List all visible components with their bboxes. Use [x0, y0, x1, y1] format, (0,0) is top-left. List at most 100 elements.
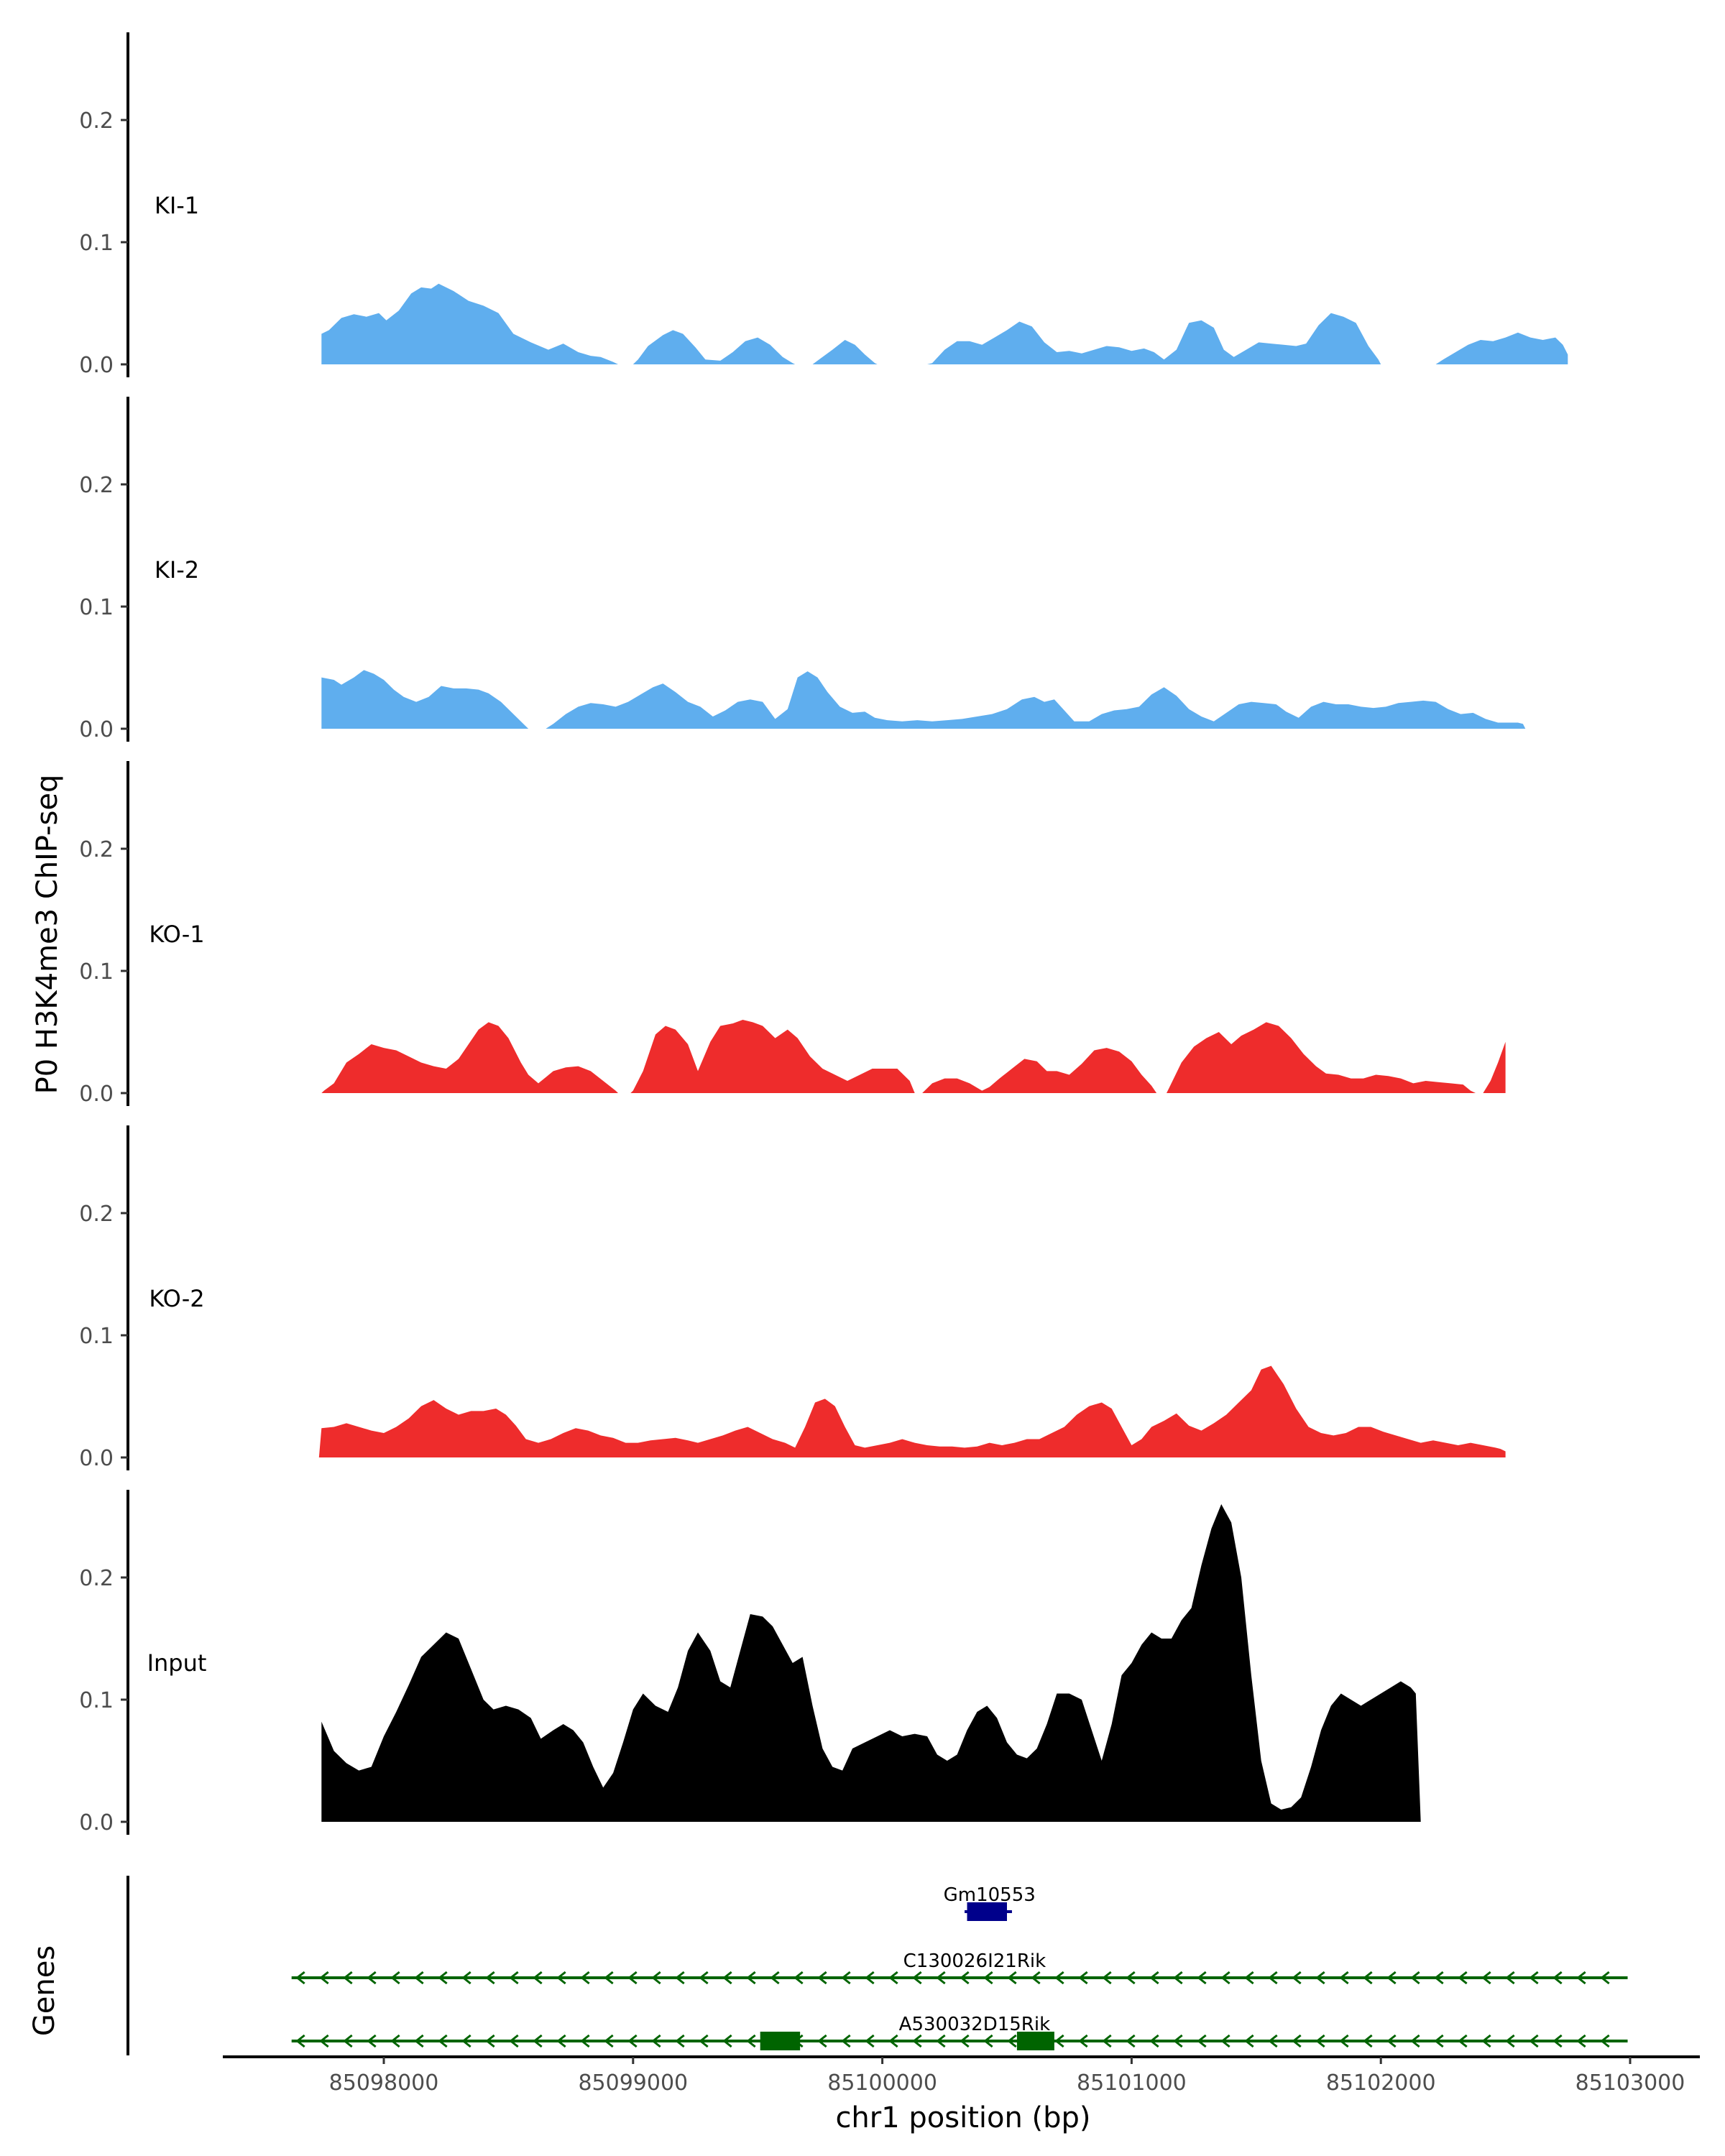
y-tick-label: 0.0: [79, 717, 114, 742]
strand-arrow: [485, 2034, 495, 2048]
gene-a530032d15rik: A530032D15Rik: [291, 2014, 1628, 2050]
strand-arrow: [319, 2034, 329, 2048]
strand-arrow: [1363, 1971, 1373, 1985]
strand-arrow: [343, 2034, 353, 2048]
strand-arrow: [1552, 2034, 1563, 2048]
y-tick-label: 0.1: [79, 595, 114, 620]
strand-arrow: [794, 1971, 804, 1985]
strand-arrow: [722, 2034, 732, 2048]
strand-arrow: [865, 2034, 875, 2048]
y-tick-label: 0.0: [79, 1082, 114, 1107]
track-ko-2: 0.0 0.1 0.2 KO-2: [79, 1125, 1506, 1471]
gene-gm10553: Gm10553: [944, 1884, 1036, 1921]
strand-arrow: [580, 1971, 590, 1985]
strand-arrow: [699, 1971, 709, 1985]
strand-arrow: [1031, 1971, 1041, 1985]
strand-arrow: [556, 2034, 566, 2048]
strand-arrow: [746, 1971, 756, 1985]
strand-arrow: [817, 1971, 827, 1985]
strand-arrow: [675, 1971, 685, 1985]
strand-arrow: [1292, 1971, 1302, 1985]
strand-arrow: [533, 2034, 543, 2048]
strand-arrow: [1481, 1971, 1491, 1985]
strand-arrow: [936, 1971, 946, 1985]
x-tick-label: 85101000: [1077, 2070, 1187, 2096]
strand-arrow: [1339, 1971, 1349, 1985]
strand-arrow: [1268, 2034, 1278, 2048]
strand-arrow: [675, 2034, 685, 2048]
strand-arrow: [627, 2034, 638, 2048]
strand-arrow: [1007, 1971, 1017, 1985]
strand-arrow: [414, 1971, 424, 1985]
strand-arrow: [1220, 2034, 1230, 2048]
strand-arrow: [509, 2034, 519, 2048]
strand-arrow: [960, 2034, 970, 2048]
strand-arrow: [865, 1971, 875, 1985]
strand-arrow: [960, 1971, 970, 1985]
x-tick-label: 85099000: [578, 2070, 688, 2096]
strand-arrow: [651, 2034, 661, 2048]
track-ki-1: 0.0 0.1 0.2 KI-1: [79, 32, 1568, 378]
strand-arrow: [390, 1971, 400, 1985]
strand-arrow: [722, 1971, 732, 1985]
strand-arrow: [1529, 2034, 1539, 2048]
strand-arrow: [1600, 1971, 1610, 1985]
signal-area: [321, 670, 1526, 729]
y-tick-label: 0.2: [79, 1566, 114, 1591]
genes-track: Genes Gm10553 C130026I21Rik A530032D15Rik: [28, 1876, 1628, 2055]
strand-arrow: [604, 2034, 614, 2048]
strand-arrow: [699, 2034, 709, 2048]
strand-arrow: [438, 1971, 448, 1985]
strand-arrow: [1173, 1971, 1183, 1985]
strand-arrow: [1149, 1971, 1159, 1985]
gene-label: A530032D15Rik: [899, 2014, 1051, 2035]
y-tick-label: 0.2: [79, 109, 114, 134]
strand-arrow: [983, 1971, 993, 1985]
strand-arrow: [1529, 1971, 1539, 1985]
strand-arrow: [888, 2034, 898, 2048]
strand-arrow: [1505, 1971, 1515, 1985]
strand-arrow: [1315, 2034, 1325, 2048]
x-tick-label: 85100000: [827, 2070, 937, 2096]
strand-arrow: [1315, 1971, 1325, 1985]
strand-arrow: [509, 1971, 519, 1985]
strand-arrow: [1007, 2034, 1017, 2048]
track-label: KO-2: [149, 1285, 204, 1312]
strand-arrow: [936, 2034, 946, 2048]
y-tick-label: 0.2: [79, 1202, 114, 1227]
y-tick-label: 0.2: [79, 473, 114, 498]
strand-arrow: [1197, 2034, 1207, 2048]
strand-arrow: [1600, 2034, 1610, 2048]
strand-arrow: [627, 1971, 638, 1985]
strand-arrow: [1434, 1971, 1444, 1985]
strand-arrow: [817, 2034, 827, 2048]
strand-arrow: [1481, 2034, 1491, 2048]
exon: [760, 2032, 801, 2050]
track-label: KI-2: [155, 556, 199, 584]
y-tick-label: 0.0: [79, 1446, 114, 1471]
signal-area: [321, 1504, 1421, 1822]
x-axis-title: chr1 position (bp): [835, 2101, 1090, 2134]
gene-label: C130026I21Rik: [903, 1950, 1046, 1972]
strand-arrow: [1078, 2034, 1088, 2048]
strand-arrow: [1054, 1971, 1064, 1985]
strand-arrow: [1054, 2034, 1064, 2048]
track-label: Input: [147, 1649, 207, 1677]
strand-arrow: [1173, 2034, 1183, 2048]
strand-arrow: [983, 2034, 993, 2048]
strand-arrow: [651, 1971, 661, 1985]
track-label: KI-1: [155, 192, 199, 219]
strand-arrow: [461, 2034, 472, 2048]
strand-arrow: [1220, 1971, 1230, 1985]
strand-arrow: [295, 1971, 305, 1985]
strand-arrow: [841, 2034, 851, 2048]
strand-arrow: [1149, 2034, 1159, 2048]
gene-label: Gm10553: [944, 1884, 1036, 1906]
strand-arrow: [390, 2034, 400, 2048]
gene-c130026i21rik: C130026I21Rik: [291, 1950, 1628, 1985]
strand-arrow: [1363, 2034, 1373, 2048]
strand-arrow: [1126, 2034, 1136, 2048]
strand-arrow: [604, 1971, 614, 1985]
strand-arrow: [1268, 1971, 1278, 1985]
